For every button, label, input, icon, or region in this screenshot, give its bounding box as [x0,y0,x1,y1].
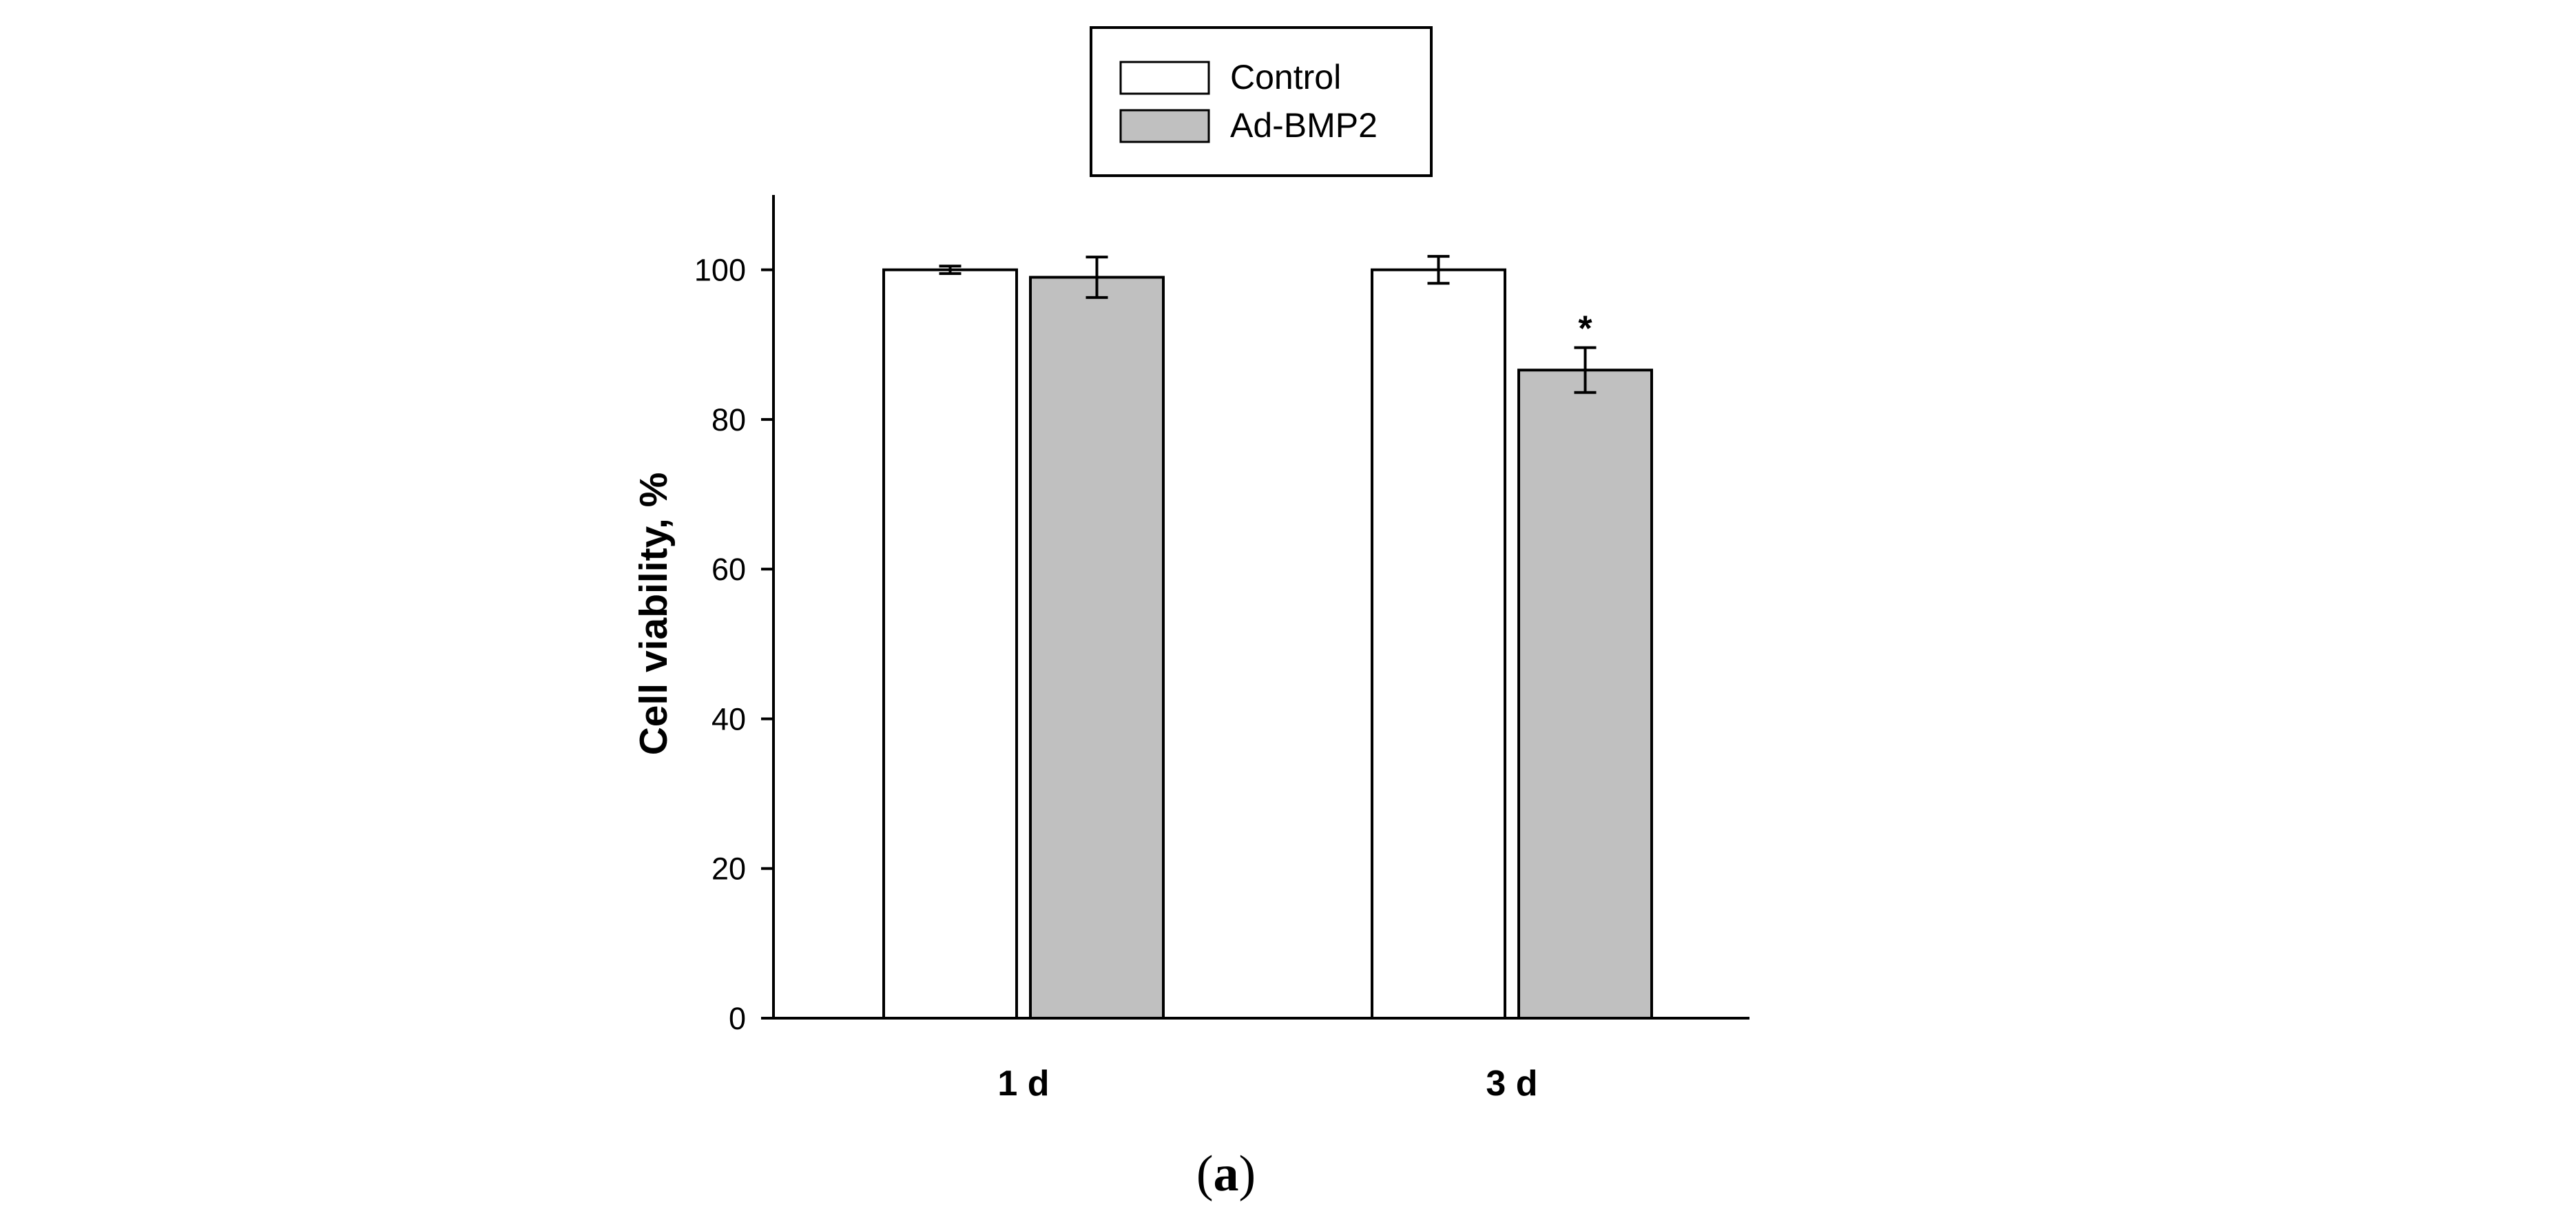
error-bar-control-1-d [939,265,962,276]
legend-swatch-control [1119,61,1210,95]
bar-control-3-d [1371,268,1506,1020]
legend-label-ad-bmp2: Ad-BMP2 [1230,106,1378,145]
x-tick-label-3-d: 3 d [1486,1064,1537,1104]
bar-control-1-d [882,268,1018,1020]
legend: Control Ad-BMP2 [1090,26,1433,177]
error-bar-ad-bmp2-3-d [1574,346,1597,394]
y-tick-label-100: 100 [694,253,746,288]
legend-box [1090,26,1433,177]
legend-swatch-ad-bmp2 [1119,109,1210,143]
y-tick-label-40: 40 [711,701,746,736]
significance-marker: * [1578,309,1592,349]
error-bar-ad-bmp2-1-d [1086,256,1108,299]
legend-label-control: Control [1230,58,1341,96]
error-bar-control-3-d [1427,255,1450,285]
error-bars [939,255,1597,394]
bar-ad-bmp2-3-d [1517,369,1653,1020]
axes [761,195,1749,1020]
x-tick-label-1-d: 1 d [997,1064,1049,1104]
y-tick-label-20: 20 [711,851,746,887]
tick-labels: 1 d * 3 d 0 20 40 60 80 100 [694,253,1592,1104]
y-tick-label-60: 60 [711,552,746,587]
y-tick-label-0: 0 [729,1001,746,1036]
bar-ad-bmp2-1-d [1029,276,1165,1020]
bars [882,268,1653,1020]
panel-label: (a) [1196,1146,1256,1202]
y-tick-label-80: 80 [711,402,746,437]
y-axis-title: Cell viability, % [632,473,676,756]
